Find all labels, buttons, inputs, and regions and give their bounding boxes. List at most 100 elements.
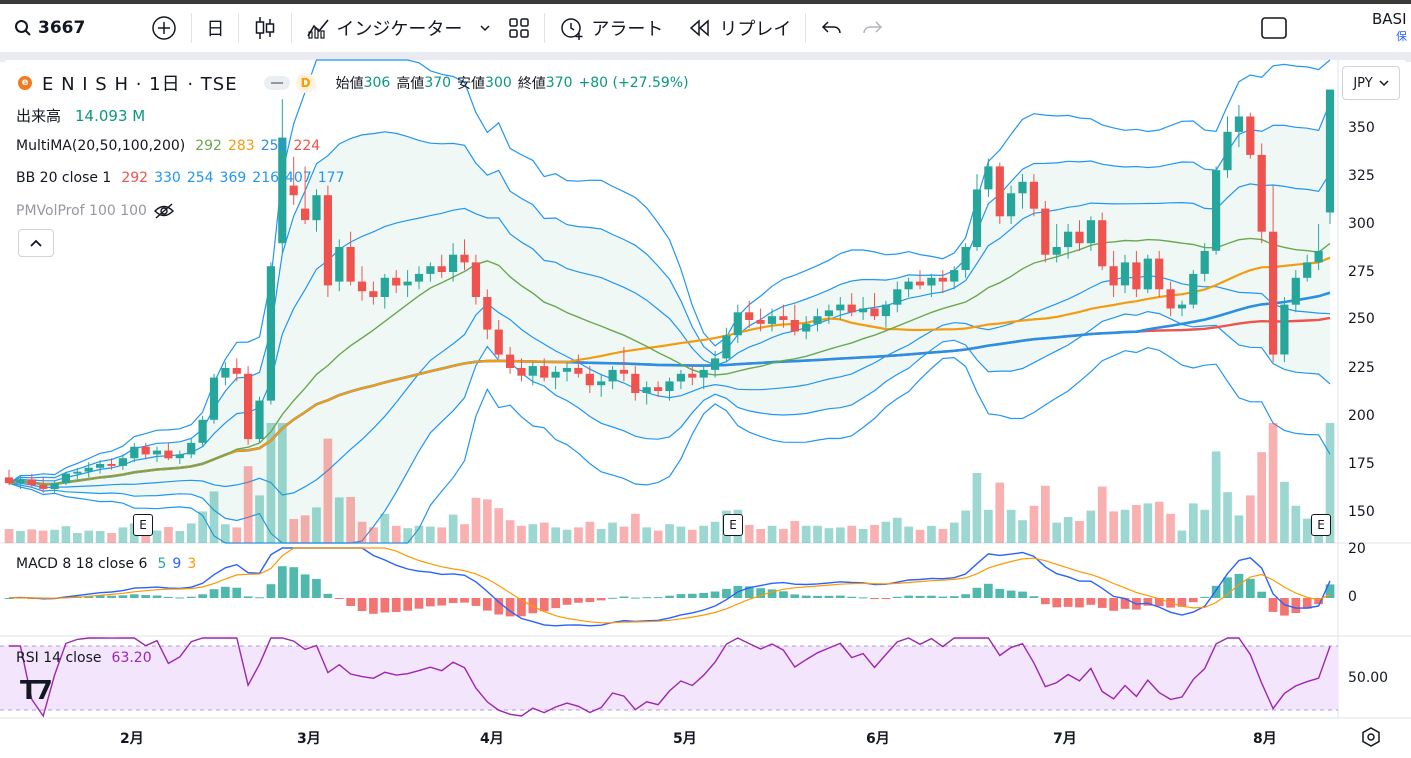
candle-body [642,387,651,393]
macd-line-value: 9 [172,556,182,572]
volume-bar [175,531,185,543]
bb-lower1: 254 [186,170,214,186]
legend-pmvol[interactable]: PMVolProf 100 100 [16,202,175,220]
pmvol-label: PMVolProf 100 100 [16,203,147,219]
volume-bar [107,533,116,543]
month-label: 4月 [480,731,504,747]
replay-button[interactable]: リプレイ [681,8,799,48]
volume-bar [1120,509,1130,543]
volume-bar [938,529,948,543]
volume-bar [1177,530,1187,543]
redo-button[interactable] [852,8,892,48]
rewind-icon [690,19,710,37]
legend-macd[interactable]: MACD 8 18 close 6 5 9 3 [16,556,196,572]
market-status-pill [263,76,290,90]
eye-hidden-icon[interactable] [153,202,175,220]
earnings-marker[interactable]: E [723,514,743,536]
volume-bar [278,423,287,543]
candle-body [483,297,492,330]
candle-body [847,304,856,313]
volume-bar [448,514,458,543]
symbol-search[interactable]: 3667 [0,8,93,48]
alert-button[interactable]: アラート [551,8,671,48]
volume-bar [1086,510,1096,543]
indicators-button[interactable]: インジケーター [298,8,500,48]
macd-histogram-bar [278,566,287,598]
legend-rsi[interactable]: RSI 14 close 63.20 [16,650,152,666]
candle-body [96,464,105,468]
candle-body [813,316,822,324]
candle-body [972,189,982,247]
window-icon [1261,17,1288,39]
legend-multima[interactable]: MultiMA(20,50,100,200) 292 283 258 224 [16,138,320,154]
chevron-down-icon [1379,80,1389,87]
macd-histogram-bar [1257,591,1266,598]
legend-bb[interactable]: BB 20 close 1 292 330 254 369 216 407 17… [16,170,344,186]
macd-histogram-bar [995,588,1005,598]
volume-bar [528,524,538,543]
macd-histogram-bar [722,588,731,598]
macd-histogram-bar [505,598,515,617]
compare-button[interactable] [143,8,185,48]
macd-histogram-bar [870,598,879,599]
month-label: 6月 [866,731,890,747]
bb-lower3: 177 [317,170,345,186]
earnings-marker[interactable]: E [133,514,153,536]
macd-histogram-bar [1223,577,1232,598]
volume-bar [95,531,105,543]
account-area[interactable]: BASI 保 [1372,10,1411,44]
macd-histogram-bar [949,596,959,598]
volume-bar [847,525,857,543]
layouts-button[interactable] [500,8,538,48]
macd-histogram-bar [312,578,321,598]
candle-body [266,266,275,401]
macd-histogram-bar [357,598,367,611]
bb-lower-3 [8,346,1331,544]
candle-body [562,368,572,372]
macd-histogram-bar [631,597,640,599]
macd-histogram-bar [1029,596,1039,598]
replay-label: リプレイ [719,19,792,40]
macd-histogram-bar [107,595,116,598]
candle-body [494,329,503,355]
candle-body [824,310,833,317]
collapse-legend-button[interactable] [18,229,54,257]
tradingview-logo[interactable]: T7 [20,676,53,706]
volume-bar [1268,423,1278,543]
macd-histogram-bar [380,598,390,613]
currency-select[interactable]: JPY [1342,66,1400,100]
chart-type-button[interactable] [245,8,285,48]
volume-bar [164,527,173,543]
bb-upper3: 407 [285,170,312,186]
volume-bar [892,517,902,543]
macd-histogram-bar [904,595,913,598]
candle-body [1200,250,1209,274]
macd-histogram-bar [562,598,572,605]
settings-button[interactable] [1360,726,1382,752]
candle-body [244,373,253,440]
volume-bar [972,473,982,543]
macd-histogram-bar [141,595,150,598]
price-axis-label: 225 [1348,360,1375,376]
macd-histogram-bar [266,584,276,598]
macd-histogram-bar [642,597,652,599]
macd-histogram-bar [779,591,788,598]
candle-body [528,366,537,376]
volume-bar [517,525,526,543]
candle-body [357,281,367,292]
earnings-marker[interactable]: E [1311,514,1331,536]
candle-body [392,277,401,286]
volume-bar [1189,503,1198,543]
toolbar-spacer [0,52,1411,62]
candle-body [1143,258,1152,290]
fullscreen-button[interactable] [1252,8,1296,48]
undo-button[interactable] [812,8,852,48]
bb-upper-2 [8,102,1331,484]
macd-histogram-bar [1154,598,1164,607]
macd-histogram-bar [129,594,139,598]
macd-histogram-bar [346,598,355,606]
volume-bar [483,499,492,543]
candle-body [733,312,742,336]
interval-button[interactable]: 日 [198,8,232,48]
